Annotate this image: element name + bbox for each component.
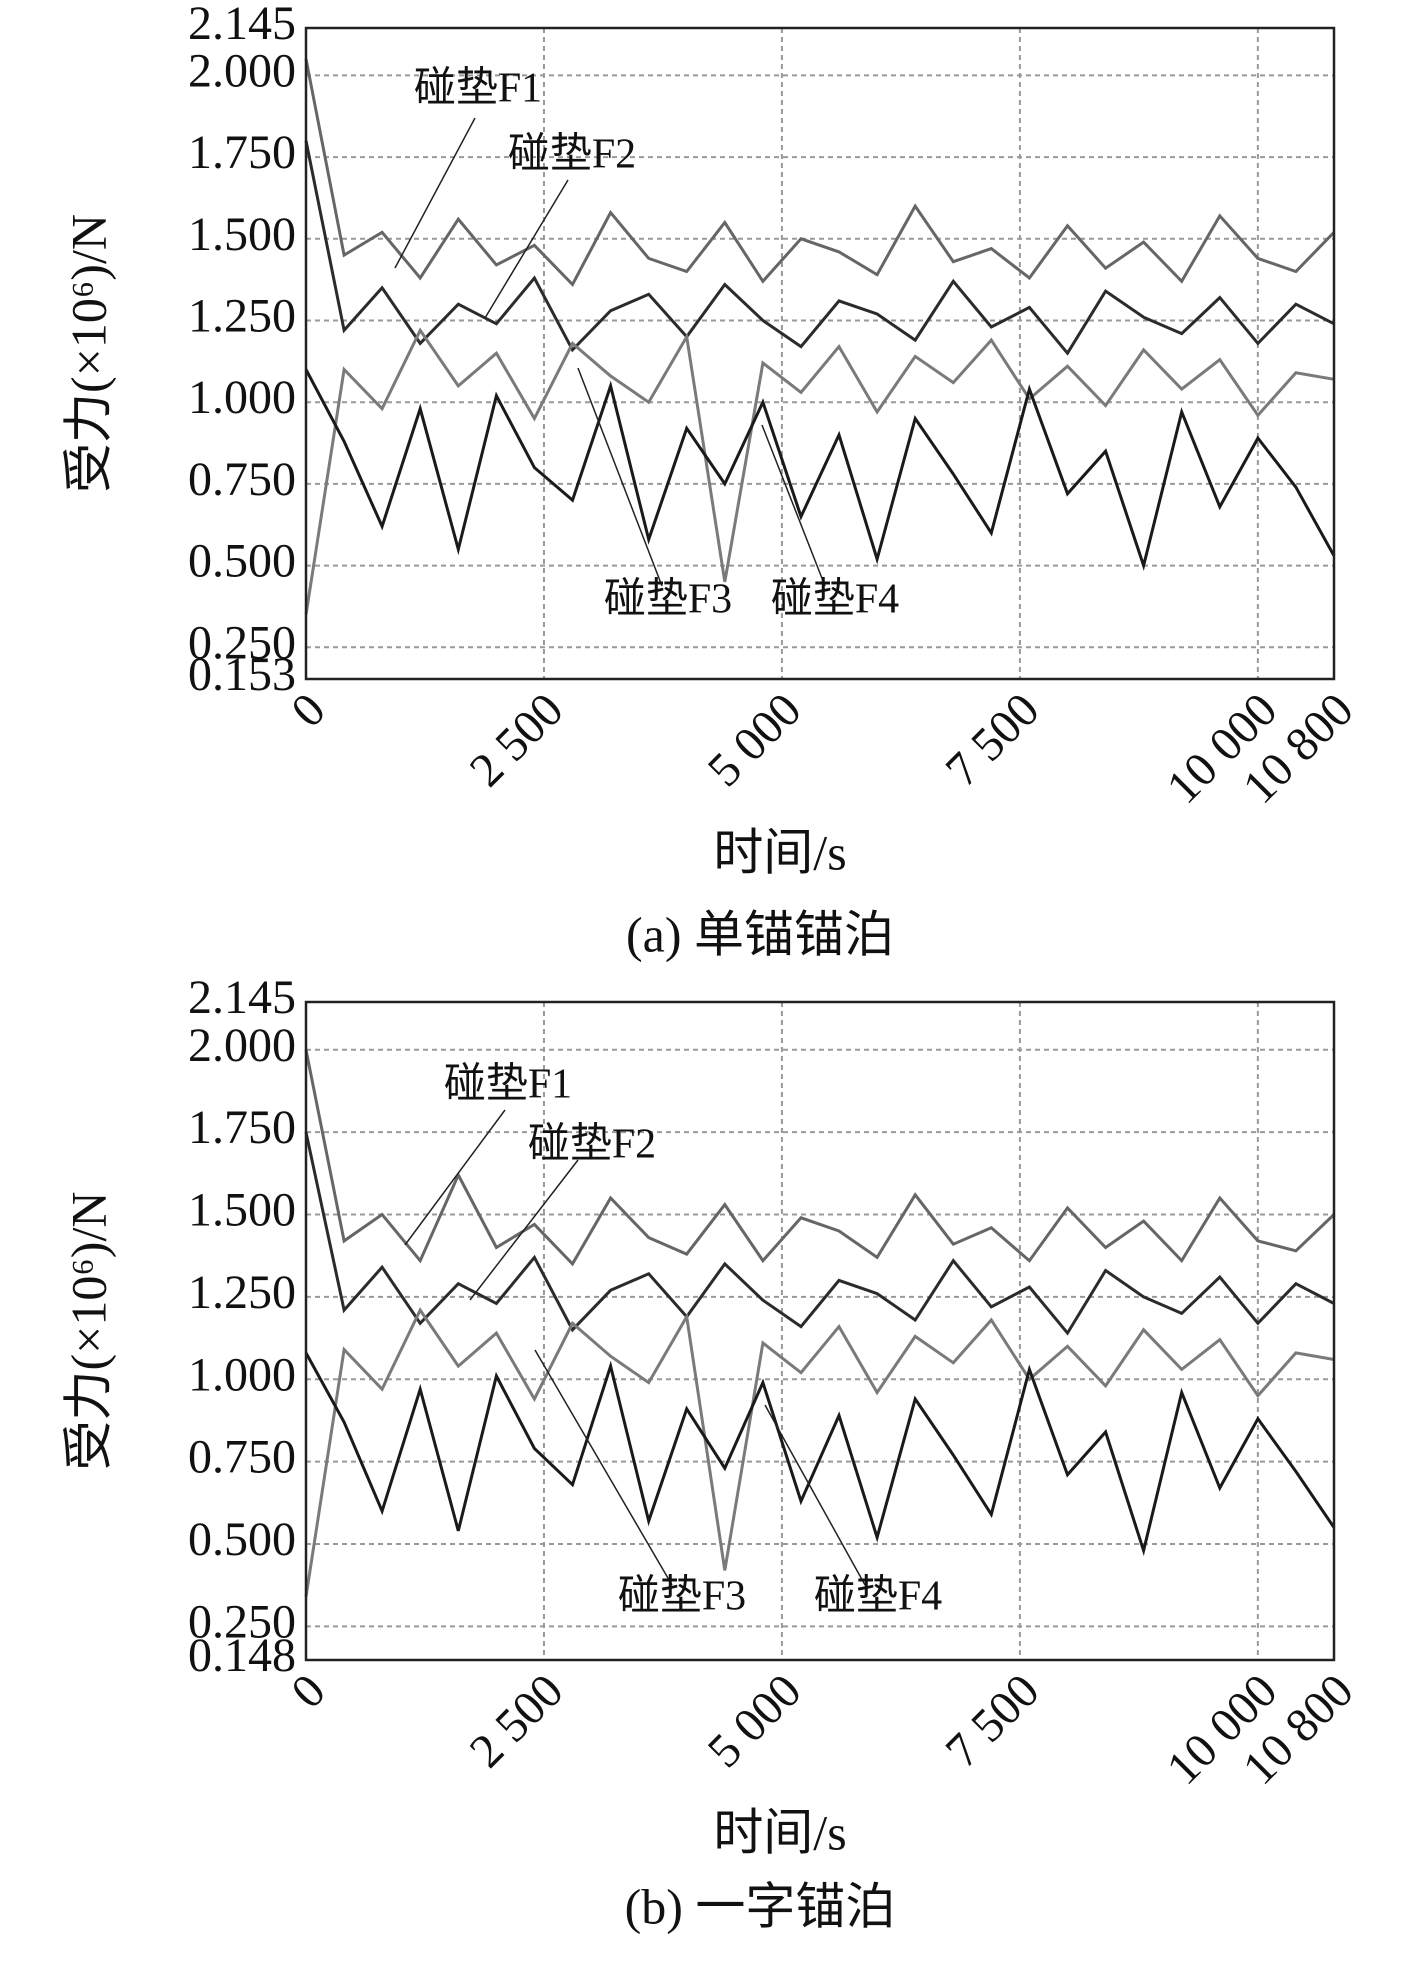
y-tick-label: 0.250 [188,616,296,669]
leader-line [469,1159,579,1301]
y-tick-label: 1.250 [188,290,296,343]
x-tick-label: 7 500 [936,683,1050,797]
leader-line [534,1349,673,1586]
y-tick-label: 1.750 [188,1101,296,1154]
series-annotation: 碰垫F4 [814,1574,942,1620]
y-tick-label: 2.000 [188,44,296,97]
series-annotation: 碰垫F3 [618,1574,746,1620]
y-tick-label: 0.750 [188,1431,296,1484]
series-line [304,368,1336,571]
series-annotation: 碰垫F2 [508,132,636,178]
y-axis-label: 受力(×10⁶)/N [60,214,116,493]
series-annotation: 碰垫F3 [604,577,732,623]
series-line [304,327,1335,615]
plot-frame [304,26,1336,681]
x-axis-label: 时间/s [713,824,846,880]
series-line [304,1307,1335,1597]
x-axis-label: 时间/s [713,1804,846,1860]
series-annotation: 碰垫F2 [528,1122,656,1168]
series-line [304,58,1336,288]
y-axis-label: 受力(×10⁶)/N [60,1192,116,1471]
y-tick-label: 0.500 [188,1513,296,1566]
panel-caption: (b) 一字锚泊 [625,1878,896,1934]
x-tick-label: 5 000 [698,683,812,797]
series-line [304,1131,1335,1336]
y-tick-label: 0.250 [188,1595,296,1648]
y-tick-label: 1.000 [188,371,296,424]
y-tick-label: 2.145 [188,0,296,50]
leader-line [404,1109,506,1246]
y-tick-label: 0.750 [188,453,296,506]
y-tick-label: 1.500 [188,1184,296,1237]
panel-caption: (a) 单锚锚泊 [626,906,894,962]
series-annotation: 碰垫F1 [414,66,542,112]
leader-line [394,117,476,269]
leader-line [761,424,826,587]
y-tick-label: 2.000 [188,1019,296,1072]
x-tick-label: 2 500 [460,683,574,797]
series-annotation: 碰垫F1 [444,1062,572,1108]
x-tick-label: 5 000 [698,1664,812,1778]
plot-frame [304,1000,1336,1662]
y-tick-label: 1.750 [188,126,296,179]
series-line [304,1352,1336,1557]
y-tick-label: 0.500 [188,535,296,588]
y-tick-label: 0.153 [188,648,296,701]
x-tick-label: 0 [281,683,335,737]
leader-line [764,1404,866,1586]
y-tick-label: 0.148 [188,1629,296,1682]
leader-line [484,179,569,319]
x-tick-label: 0 [281,1664,335,1718]
series-line [304,1049,1336,1267]
x-tick-label: 2 500 [460,1664,574,1778]
y-tick-label: 1.250 [188,1266,296,1319]
leader-line [577,367,663,587]
y-tick-label: 1.000 [188,1348,296,1401]
series-annotation: 碰垫F4 [771,577,899,623]
series-line [304,140,1335,356]
y-tick-label: 1.500 [188,208,296,261]
x-tick-label: 7 500 [936,1664,1050,1778]
y-tick-label: 2.145 [188,971,296,1024]
